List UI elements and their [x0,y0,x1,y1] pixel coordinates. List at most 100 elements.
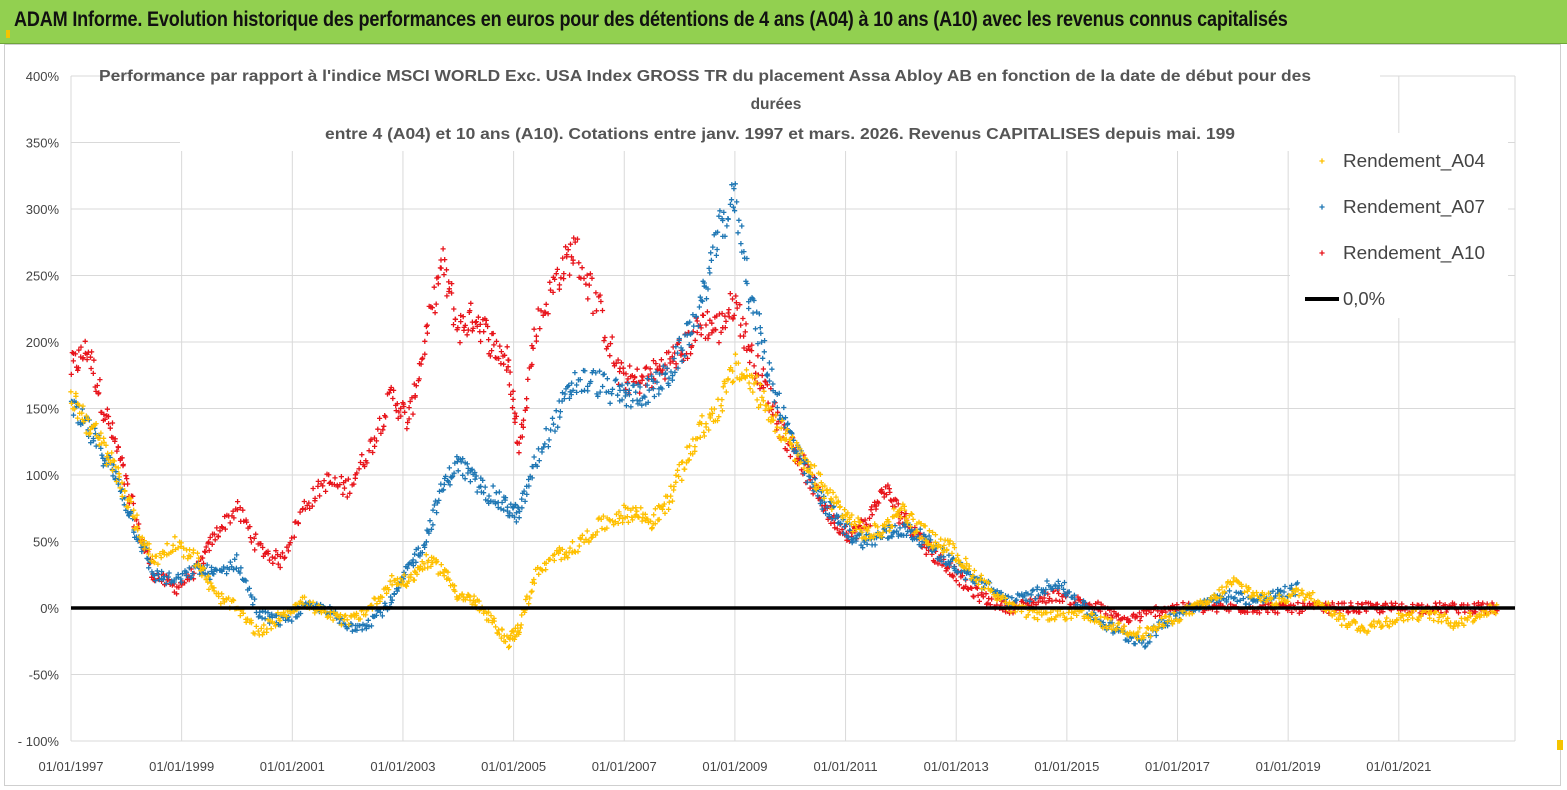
data-point [687,443,693,449]
data-point [398,413,404,419]
data-point [471,593,477,599]
data-point [721,209,727,215]
data-point [1451,601,1458,607]
data-point [561,276,567,282]
data-point [631,382,637,388]
data-point [686,342,692,348]
data-point [315,483,321,489]
data-point [166,570,172,576]
data-point [561,271,567,277]
data-point [1278,587,1284,593]
data-point [543,426,549,432]
data-point [170,542,176,548]
data-point [705,286,711,292]
data-point [455,468,461,474]
data-point [473,319,479,325]
data-point [300,601,306,607]
data-point [1103,611,1109,617]
data-point [879,534,885,540]
legend-item-Rendement_A04[interactable]: Rendement_A04 [1319,151,1485,172]
data-point [285,548,291,554]
data-point [657,371,663,377]
data-point [755,341,761,347]
data-point [1389,621,1396,627]
data-point [1394,617,1400,623]
data-point [1033,596,1039,602]
data-point [469,328,475,334]
data-point [139,541,145,547]
data-point [81,419,87,425]
data-point [647,366,653,372]
data-point [918,521,924,527]
data-point [301,498,307,505]
data-point [770,381,776,387]
data-point [116,474,122,480]
data-point [684,355,691,361]
legend-item-Rendement_A07[interactable]: Rendement_A07 [1319,197,1485,218]
data-point [370,449,376,456]
data-point [1484,601,1490,607]
data-point [146,541,152,547]
data-point [497,343,503,349]
data-point [419,356,425,362]
data-point [609,518,616,524]
data-point [506,357,512,363]
data-point [746,305,752,312]
data-point [266,557,273,563]
data-point [512,410,518,416]
legend-item-0,0%[interactable]: 0,0% [1305,289,1385,309]
data-point [548,427,554,433]
data-point [660,367,666,373]
data-point [897,514,904,520]
data-point [331,481,337,488]
data-point [415,545,421,551]
data-point [853,522,859,529]
data-point [431,502,437,508]
data-point [674,350,681,356]
data-point [259,615,265,621]
data-point [666,506,672,512]
data-point [93,421,99,427]
chart-title-line-1: Performance par rapport à l'indice MSCI … [99,68,1311,85]
data-point [735,230,741,236]
data-point [517,508,523,515]
legend[interactable]: Rendement_A04 Rendement_A07 Rendement_A10 0… [1305,151,1485,309]
data-point [797,446,803,452]
data-point [378,430,384,436]
data-point [781,404,787,411]
data-point [869,504,875,510]
data-point [799,450,805,456]
legend-item-Rendement_A10[interactable]: Rendement_A10 [1319,243,1485,264]
data-point [802,455,808,461]
data-point [1066,589,1072,595]
data-point [1109,626,1115,632]
data-point [451,470,457,476]
data-point [424,322,430,328]
data-point [539,568,546,574]
data-point [938,536,944,542]
data-point [652,521,658,527]
data-point [206,547,212,554]
data-point [232,556,238,562]
data-point [252,596,258,602]
data-point [1246,601,1252,607]
data-point [1171,610,1177,616]
data-point [895,501,901,507]
data-point [703,424,709,430]
data-point [204,562,210,568]
data-point [1300,600,1306,606]
data-point [753,379,759,385]
data-point [505,364,511,370]
data-point [533,333,539,339]
data-point [104,454,110,460]
data-point [1031,615,1037,621]
data-point [838,520,844,527]
data-point [653,361,659,367]
data-point [516,515,522,521]
series-Rendement_A07 [68,181,1301,650]
data-point [898,505,904,511]
data-point [634,366,640,372]
data-point [932,532,939,538]
data-point [1025,612,1031,618]
data-point [720,384,726,390]
